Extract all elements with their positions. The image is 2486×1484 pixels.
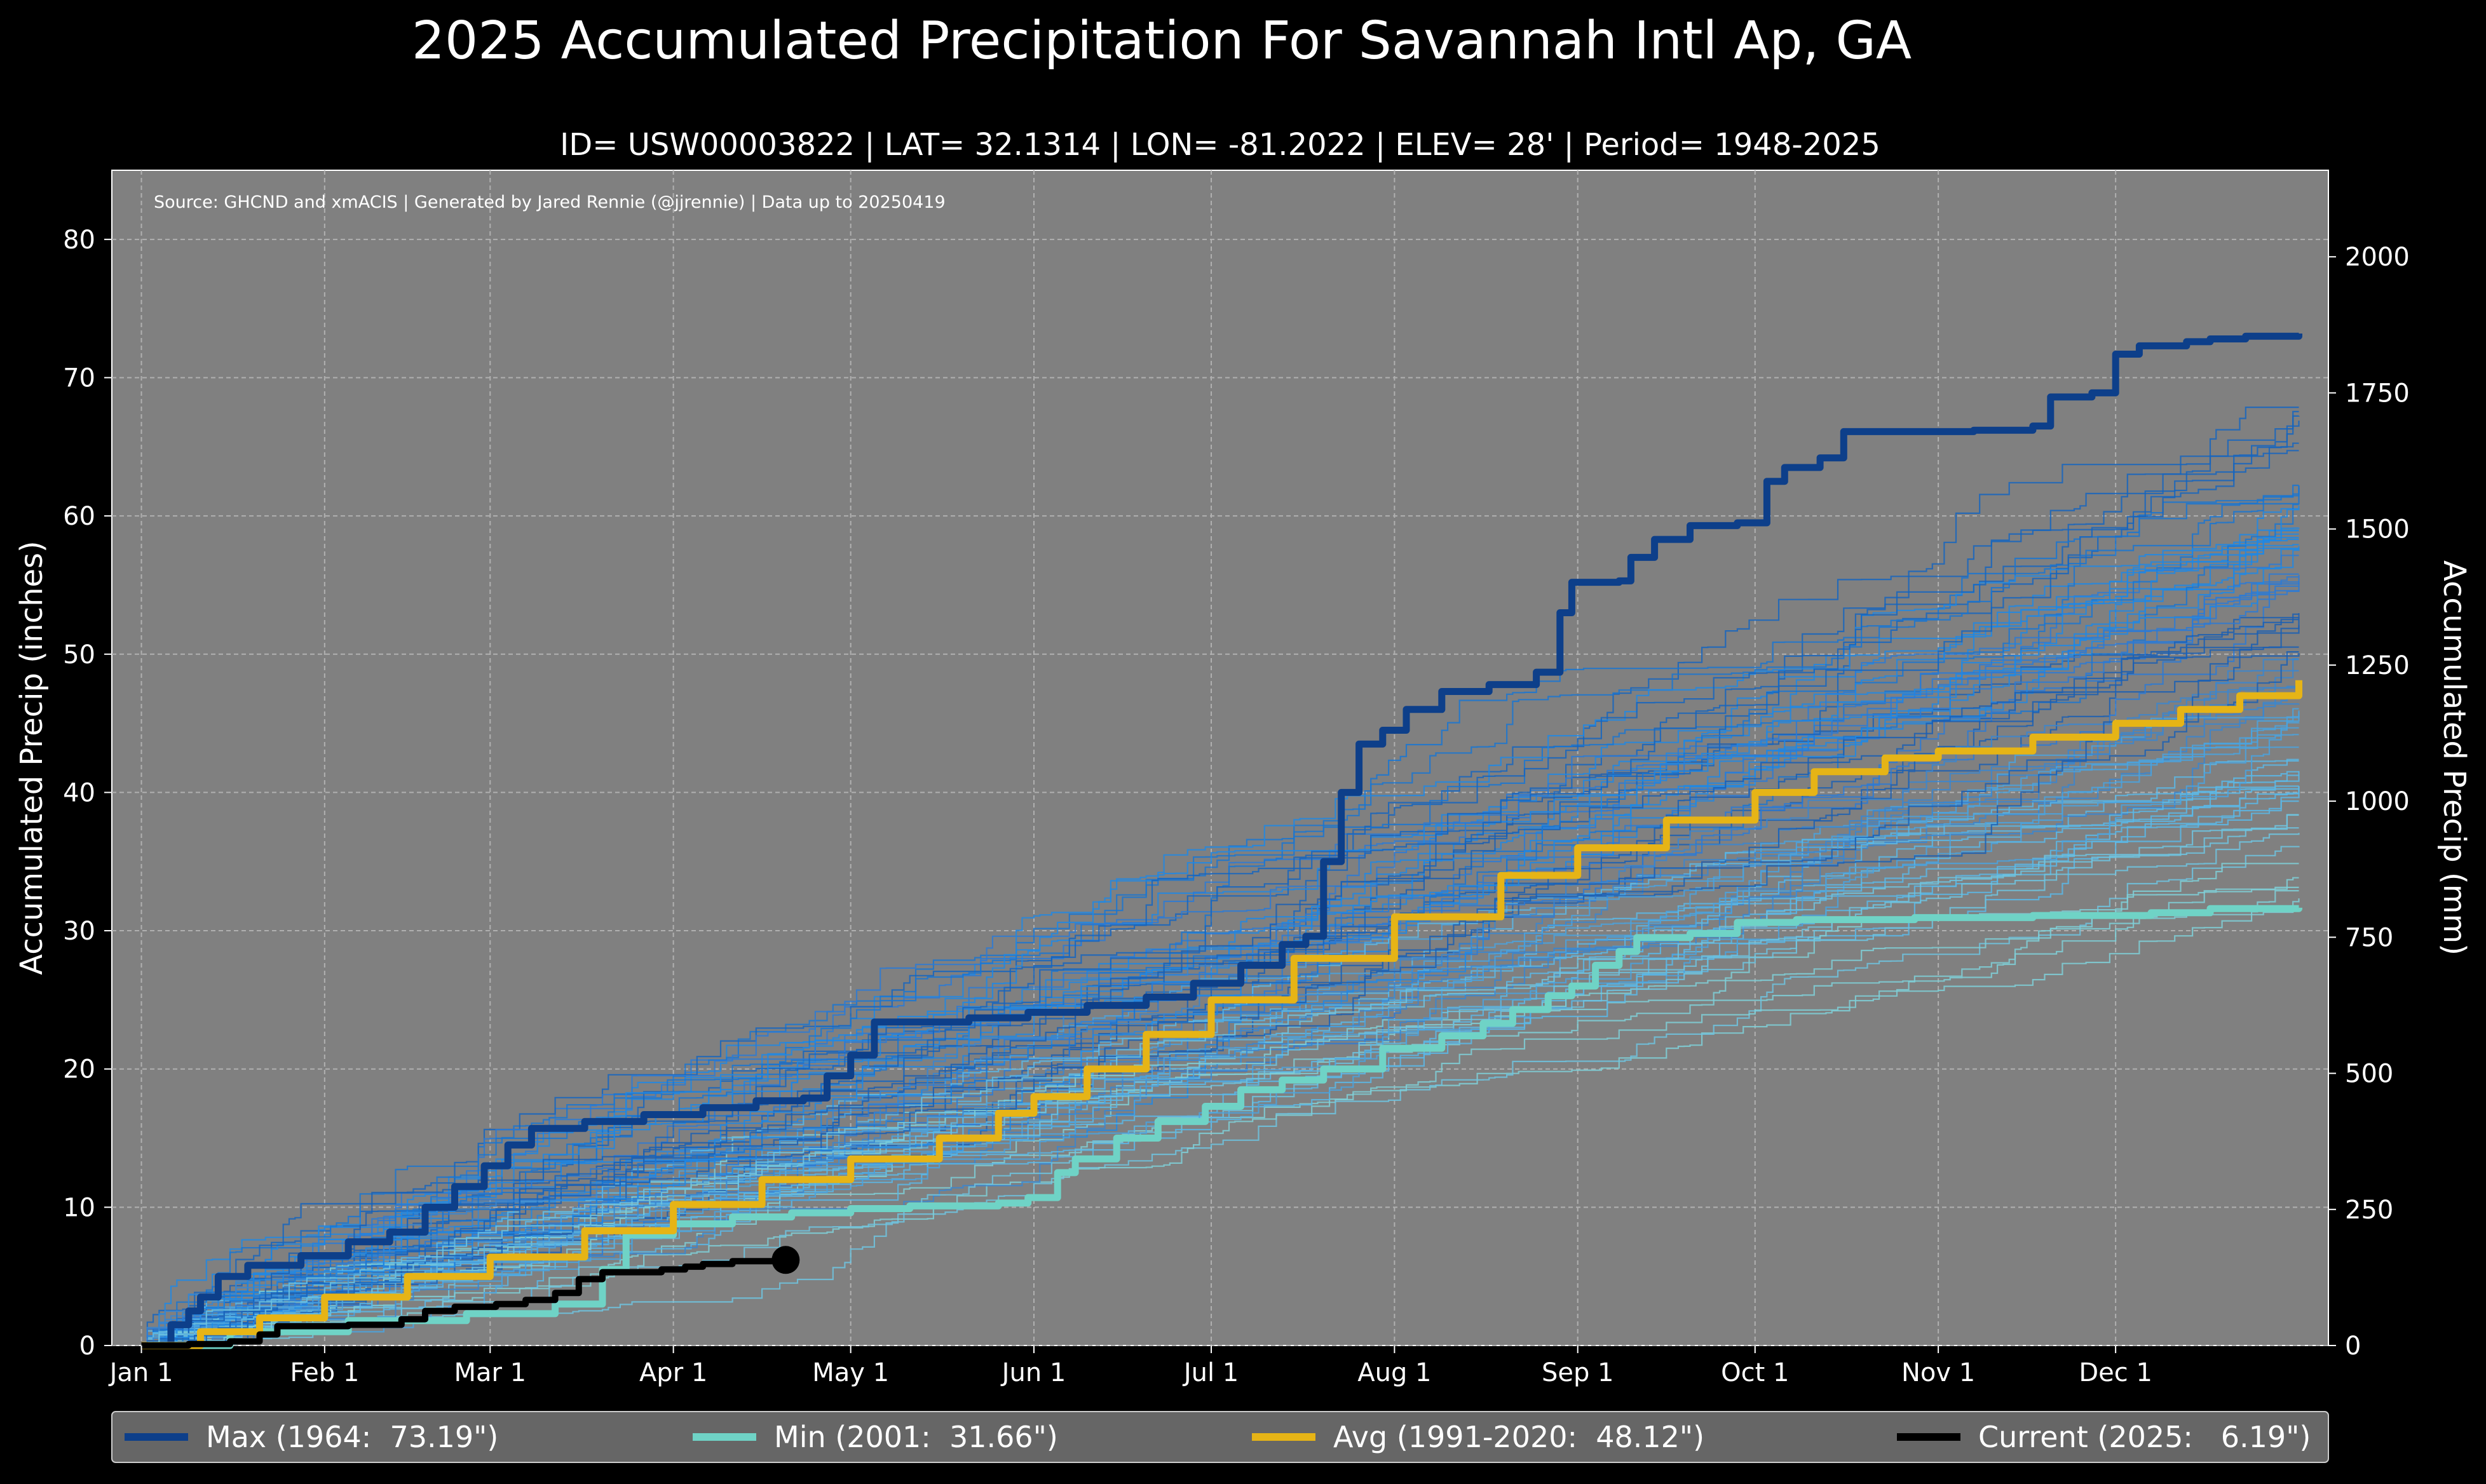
year-line xyxy=(141,727,2299,1347)
year-line xyxy=(141,793,2299,1347)
year-line xyxy=(141,506,2300,1347)
y-tick-label: 30 xyxy=(63,917,95,946)
y-right-tick-label: 0 xyxy=(2345,1332,2361,1361)
x-tick-label: Dec 1 xyxy=(2079,1358,2152,1387)
y-axis-label-left: Accumulated Precip (inches) xyxy=(14,541,50,975)
legend-label: Min (2001: 31.66") xyxy=(774,1420,1058,1454)
y-right-tick-label: 1500 xyxy=(2345,515,2410,544)
y-axis-left: 0 10 20 30 40 50 60 70 80 xyxy=(63,226,112,1361)
y-axis-label-right: Accumulated Precip (mm) xyxy=(2436,560,2472,955)
year-line xyxy=(141,659,2299,1347)
series-line xyxy=(141,905,2302,1349)
legend-label: Avg (1991-2020: 48.12") xyxy=(1333,1420,1704,1454)
year-line xyxy=(141,710,2300,1347)
y-tick-label: 50 xyxy=(63,640,95,670)
legend-label: Current (2025: 6.19") xyxy=(1978,1420,2311,1454)
year-line xyxy=(141,814,2299,1347)
year-line xyxy=(141,619,2299,1347)
y-right-tick-label: 1750 xyxy=(2345,379,2410,408)
x-tick-label: Mar 1 xyxy=(454,1358,526,1387)
year-line xyxy=(141,890,2299,1347)
year-line xyxy=(141,415,2300,1347)
y-right-tick-label: 1000 xyxy=(2345,787,2410,816)
x-tick-label: Jan 1 xyxy=(108,1358,173,1387)
year-line xyxy=(141,613,2299,1347)
legend-label: Max (1964: 73.19") xyxy=(206,1420,498,1454)
source-note: Source: GHCND and xmACIS | Generated by … xyxy=(154,192,946,212)
plot-area xyxy=(111,170,2329,1346)
x-tick-label: Aug 1 xyxy=(1357,1358,1431,1387)
year-line xyxy=(141,508,2299,1347)
y-right-tick-label: 250 xyxy=(2345,1196,2393,1225)
y-tick-label: 20 xyxy=(63,1055,95,1084)
y-tick-label: 60 xyxy=(63,502,95,531)
year-line xyxy=(141,537,2299,1347)
year-line xyxy=(141,538,2299,1347)
y-right-tick-label: 2000 xyxy=(2345,243,2410,272)
year-line xyxy=(141,651,2299,1347)
y-tick-label: 40 xyxy=(63,778,95,807)
year-line xyxy=(141,684,2300,1347)
legend-box xyxy=(111,1411,2329,1463)
year-line xyxy=(141,722,2300,1347)
series-line xyxy=(141,332,2302,1349)
y-tick-label: 10 xyxy=(63,1193,95,1222)
x-tick-label: Jul 1 xyxy=(1182,1358,1239,1387)
y-axis-right: 0 250 500 750 1000 1250 1500 1750 2000 xyxy=(2328,243,2410,1361)
year-line xyxy=(141,575,2300,1347)
year-line xyxy=(141,613,2300,1347)
series-lines xyxy=(141,332,2302,1349)
year-line xyxy=(141,421,2300,1347)
x-tick-label: Sep 1 xyxy=(1542,1358,1614,1387)
y-right-tick-label: 500 xyxy=(2345,1060,2393,1089)
y-tick-label: 70 xyxy=(63,363,95,393)
year-line xyxy=(141,485,2300,1347)
chart-subtitle: ID= USW00003822 | LAT= 32.1314 | LON= -8… xyxy=(560,127,1880,163)
y-right-tick-label: 750 xyxy=(2345,923,2393,952)
x-tick-label: Jun 1 xyxy=(1000,1358,1066,1387)
x-tick-label: Nov 1 xyxy=(1901,1358,1975,1387)
year-line xyxy=(141,771,2299,1347)
x-tick-label: Feb 1 xyxy=(290,1358,359,1387)
series-line xyxy=(141,1258,789,1349)
x-tick-label: Oct 1 xyxy=(1721,1358,1789,1387)
legend: Max (1964: 73.19") Min (2001: 31.66") Avg … xyxy=(125,1420,2311,1454)
y-right-tick-label: 1250 xyxy=(2345,651,2410,680)
year-line xyxy=(141,786,2300,1347)
year-line xyxy=(141,617,2300,1347)
series-line xyxy=(141,680,2302,1349)
current-marker xyxy=(771,1246,800,1274)
y-tick-label: 80 xyxy=(63,226,95,255)
chart-title: 2025 Accumulated Precipitation For Savan… xyxy=(412,11,1912,71)
x-axis: Jan 1 Feb 1 Mar 1 Apr 1 May 1 Jun 1 Jul 1 Aug 1… xyxy=(108,1346,2152,1387)
y-tick-label: 0 xyxy=(79,1332,95,1361)
x-tick-label: Apr 1 xyxy=(639,1358,707,1387)
x-tick-label: May 1 xyxy=(812,1358,889,1387)
